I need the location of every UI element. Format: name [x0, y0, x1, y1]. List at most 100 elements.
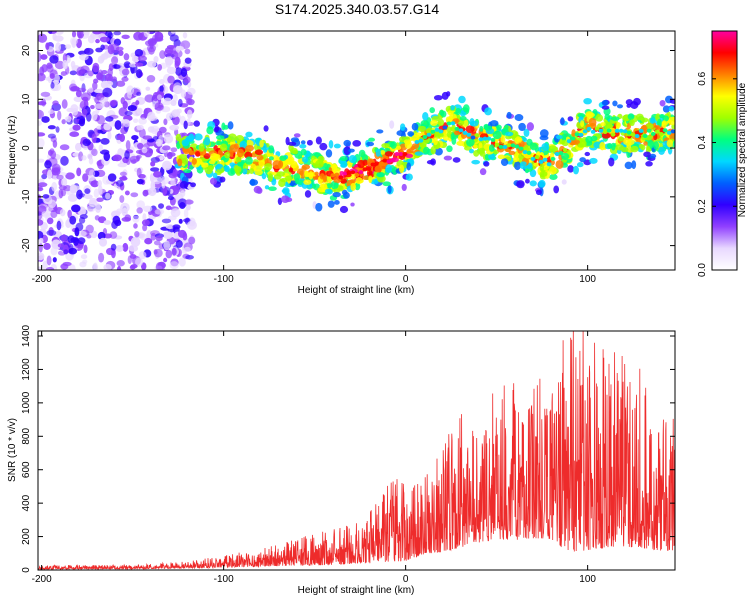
spectrogram-cell	[124, 190, 130, 196]
spectrogram-cell	[124, 110, 133, 116]
spectrogram-cell	[268, 145, 275, 154]
spectrogram-cell	[86, 204, 96, 213]
spectrogram-cell	[643, 141, 649, 146]
y-tick-label: 0	[21, 145, 32, 151]
spectrogram-ridge-cell	[474, 133, 480, 138]
spectrogram-cell	[129, 254, 137, 259]
spectrogram-cell	[446, 126, 453, 133]
spectrogram-cell	[645, 161, 653, 167]
spectrogram-cell	[304, 170, 310, 178]
spectrogram-ridge-cell	[378, 162, 384, 167]
spectrogram-cell	[456, 140, 466, 146]
spectrogram-cell	[38, 109, 45, 119]
spectrogram-cell	[153, 170, 162, 178]
spectrogram-cell	[120, 202, 130, 213]
spectrogram-cell	[601, 100, 609, 106]
spectrogram-cell	[156, 94, 162, 101]
spectrogram-cell	[215, 164, 222, 170]
spectrogram-ridge-cell	[390, 158, 396, 163]
spectrogram-ridge-cell	[562, 148, 568, 153]
spectrogram-cell	[384, 151, 393, 157]
spectrogram-ridge-cell	[330, 173, 336, 178]
spectrogram-cell	[153, 37, 164, 42]
spectrogram-cell	[83, 244, 88, 254]
spectrogram-cell	[259, 139, 264, 148]
spectrogram-cell	[535, 189, 542, 196]
spectrogram-cell	[343, 139, 352, 147]
spectrogram-cell	[178, 257, 186, 267]
snr-frame	[37, 330, 676, 571]
spectrogram-ridge-cell	[630, 132, 636, 137]
spectrogram-cell	[90, 104, 95, 110]
spectrogram-cell	[42, 260, 48, 270]
spectrogram-ridge-cell	[394, 152, 400, 157]
spectrogram-cell	[97, 180, 102, 187]
spectrogram-cell	[170, 31, 176, 34]
spectrogram-cell	[606, 123, 614, 129]
spectrogram-cell	[452, 157, 461, 163]
spectrogram-cell	[110, 78, 118, 89]
spectrogram-cell	[198, 143, 205, 152]
spectrogram-cell	[600, 122, 606, 127]
spectrogram-cell	[165, 58, 172, 69]
spectrogram-cell	[285, 175, 293, 181]
spectrogram-cell	[435, 131, 440, 137]
spectrogram-cell	[107, 44, 115, 55]
spectrogram-cell	[72, 124, 81, 131]
spectrogram-cell	[653, 141, 660, 150]
spectrogram-cell	[98, 237, 108, 247]
spectrogram-cell	[186, 220, 197, 230]
spectrogram-cell	[73, 238, 79, 246]
spectrogram-cell	[172, 85, 183, 95]
spectrogram-cell	[163, 134, 174, 144]
spectrogram-cell	[223, 124, 229, 130]
spectrogram-cell	[299, 143, 307, 149]
spectrogram-cell	[245, 131, 253, 138]
spectrogram-cell	[497, 154, 506, 160]
spectrogram-cell	[136, 142, 144, 150]
spectrogram-cell	[150, 167, 160, 172]
spectrogram-cell	[143, 205, 153, 213]
spectrogram-cell	[76, 189, 83, 200]
spectrogram-cell	[357, 159, 365, 169]
spectrogram-cell	[95, 203, 102, 214]
spectrogram-ridge-cell	[478, 137, 484, 142]
spectrogram-cell	[110, 243, 117, 251]
spectrogram-ridge-cell	[398, 152, 404, 157]
spectrogram-cell	[376, 129, 384, 134]
spectrogram-ridge-cell	[666, 130, 672, 135]
spectrogram-cell	[278, 178, 286, 188]
spectrogram-cell	[172, 116, 180, 126]
spectrogram-cell	[235, 156, 242, 164]
spectrogram-cell	[258, 158, 265, 168]
spectrogram-cell	[38, 73, 46, 82]
spectrogram-cell	[119, 176, 128, 181]
spectrogram-cell	[366, 141, 375, 147]
spectrogram-x-label: Height of straight line (km)	[298, 285, 415, 296]
spectrogram-cell	[41, 98, 47, 107]
spectrogram-cell	[422, 146, 430, 155]
spectrogram-cell	[163, 97, 172, 103]
spectrogram-cell	[508, 150, 516, 155]
spectrogram-cell	[48, 110, 55, 115]
spectrogram-cell	[500, 135, 506, 144]
y-tick-label: 1200	[21, 358, 32, 381]
spectrogram-cell	[146, 44, 157, 53]
spectrogram-cell	[253, 165, 263, 172]
spectrogram-cell	[141, 219, 150, 226]
spectrogram-cell	[144, 237, 153, 245]
spectrogram-cell	[74, 227, 80, 237]
spectrogram-cell	[143, 31, 150, 38]
spectrogram-cell	[166, 66, 177, 75]
spectrogram-cell	[175, 67, 183, 76]
spectrogram-cell	[94, 215, 100, 221]
spectrogram-cell	[50, 247, 58, 256]
spectrogram-ridge-cell	[402, 151, 408, 156]
spectrogram-ridge-cell	[426, 132, 432, 137]
spectrogram-cell	[136, 91, 142, 96]
spectrogram-cell	[506, 111, 512, 119]
spectrogram-cell	[599, 141, 606, 151]
spectrogram-cell	[82, 96, 89, 102]
spectrogram-cell	[343, 191, 350, 199]
